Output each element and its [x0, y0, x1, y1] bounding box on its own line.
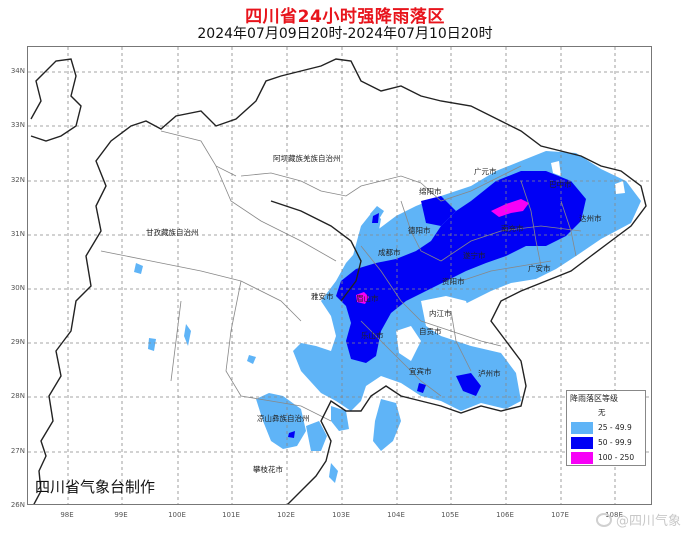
legend-swatch-100-250	[570, 450, 594, 465]
label-luzhou: 泸州市	[478, 368, 501, 378]
label-yaan: 雅安市	[311, 291, 334, 301]
label-ganzi: 甘孜藏族自治州	[146, 227, 199, 237]
lon-label-104e: 104E	[387, 511, 405, 519]
label-leshan: 乐山市	[361, 330, 384, 340]
legend-label-100-250: 100 - 250	[598, 453, 635, 462]
lat-label-28n: 28N	[10, 392, 25, 400]
rain-zone-50-99	[288, 171, 586, 438]
label-deyang: 德阳市	[408, 225, 431, 235]
label-chengdu: 成都市	[378, 247, 401, 257]
legend-item-100-250: 100 - 250	[570, 450, 642, 465]
prefecture-boundaries	[100, 130, 582, 422]
lat-label-26n: 26N	[10, 501, 25, 509]
label-yibin: 宜宾市	[409, 366, 432, 376]
lon-label-108e: 108E	[605, 511, 623, 519]
lon-label-103e: 103E	[332, 511, 350, 519]
label-guangan: 广安市	[528, 263, 551, 273]
lat-label-29n: 29N	[10, 338, 25, 346]
legend-item-25-49: 25 - 49.9	[570, 420, 642, 435]
legend-swatch-50-99	[570, 435, 594, 450]
label-nanchong: 南充市	[501, 223, 524, 233]
label-suining: 遂宁市	[463, 250, 486, 260]
legend-title: 降雨落区等级	[570, 394, 618, 403]
lon-label-102e: 102E	[277, 511, 295, 519]
rainfall-map: 阿坝藏族羌族自治州 甘孜藏族自治州 凉山彝族自治州 攀枝花市 广元市 绵阳市 德…	[28, 47, 651, 504]
label-meishan: 眉山市	[356, 293, 379, 303]
weibo-icon	[596, 512, 612, 527]
lat-label-33n: 33N	[10, 121, 25, 129]
lon-label-107e: 107E	[551, 511, 569, 519]
lat-label-31n: 31N	[10, 230, 25, 238]
legend: 降雨落区等级 无 25 - 49.9 50 - 99.9 100 - 250	[566, 390, 646, 466]
producer-credit: 四川省气象台制作	[35, 478, 156, 496]
map-title: 四川省24小时强降雨落区	[245, 7, 445, 27]
map-frame[interactable]: 阿坝藏族羌族自治州 甘孜藏族自治州 凉山彝族自治州 攀枝花市 广元市 绵阳市 德…	[27, 46, 652, 505]
label-liangshan: 凉山彝族自治州	[257, 413, 310, 423]
legend-swatch-25-49	[570, 420, 594, 435]
label-dazhou: 达州市	[579, 213, 602, 223]
lon-label-100e: 100E	[168, 511, 186, 519]
lon-label-99e: 99E	[114, 511, 128, 519]
lon-label-105e: 105E	[441, 511, 459, 519]
label-ziyang: 资阳市	[442, 276, 465, 286]
lon-label-101e: 101E	[222, 511, 240, 519]
lat-label-27n: 27N	[10, 447, 25, 455]
legend-label-none: 无	[598, 408, 606, 417]
label-mianyang: 绵阳市	[419, 186, 442, 196]
label-bazhong: 巴中市	[549, 179, 572, 189]
watermark: @四川气象	[596, 510, 681, 529]
legend-item-50-99: 50 - 99.9	[570, 435, 642, 450]
rain-zone-gaps	[396, 161, 625, 361]
map-subtitle: 2024年07月09日20时-2024年07月10日20时	[197, 26, 493, 42]
legend-label-50-99: 50 - 99.9	[598, 438, 632, 447]
rain-zone-100-250	[356, 199, 529, 304]
lon-label-98e: 98E	[60, 511, 74, 519]
label-panzhihua: 攀枝花市	[253, 464, 283, 474]
label-aba: 阿坝藏族羌族自治州	[273, 153, 341, 163]
lat-label-30n: 30N	[10, 284, 25, 292]
legend-label-25-49: 25 - 49.9	[598, 423, 632, 432]
label-zigong: 自贡市	[419, 326, 442, 336]
label-neijiang: 内江市	[429, 308, 452, 318]
province-boundary	[30, 58, 647, 504]
label-guangyuan: 广元市	[474, 166, 497, 176]
lat-label-32n: 32N	[10, 176, 25, 184]
legend-swatch-none	[570, 405, 594, 420]
legend-item-none: 无	[570, 405, 642, 420]
lon-label-106e: 106E	[496, 511, 514, 519]
watermark-text: @四川气象	[616, 514, 682, 529]
lat-label-34n: 34N	[10, 67, 25, 75]
